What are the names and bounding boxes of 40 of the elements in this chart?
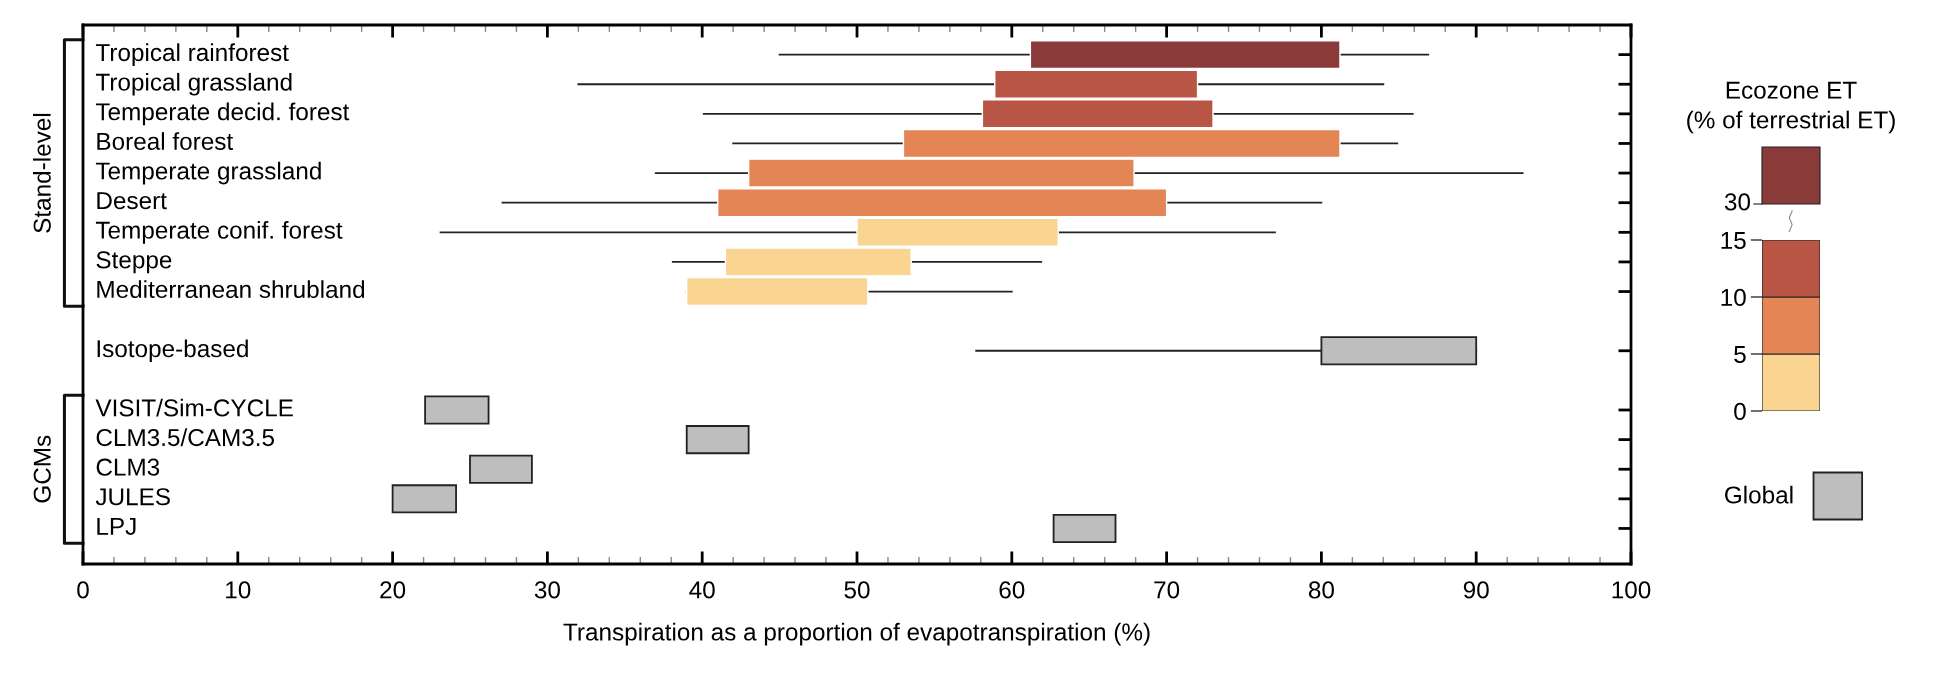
- x-tick-label: 100: [1612, 581, 1651, 599]
- y-tick-label: Temperate decid. forest: [95, 102, 350, 126]
- text: GCMs: [33, 435, 51, 503]
- x-tick-label: 30: [534, 581, 560, 599]
- chart-title: Ecozone ET (% of terrestrial ET): [1687, 81, 1895, 134]
- y-tick-label: Tropical grassland: [95, 72, 292, 96]
- y-tick-label: CLM3.5/CAM3.5: [96, 428, 275, 447]
- legend-label: Global: [1725, 485, 1793, 504]
- y-tick-label: 15: [1721, 232, 1746, 250]
- y-tick-label: 0: [1734, 402, 1746, 421]
- y-tick-label: Mediterranean shrubland: [97, 280, 365, 299]
- x-tick-label: 60: [999, 581, 1025, 599]
- bar: [391, 484, 457, 514]
- x-tick-label: 20: [380, 581, 406, 599]
- x-tick-label: 80: [1308, 581, 1334, 599]
- y-tick-label: Boreal forest: [97, 132, 233, 150]
- x-tick-label: 90: [1463, 581, 1489, 599]
- bar: [685, 425, 750, 455]
- y-tick-label: Isotope-based: [97, 339, 248, 363]
- x-axis-title: Transpiration as a proportion of evapotranspiration (%): [563, 622, 1150, 646]
- bar: [1052, 513, 1117, 543]
- y-tick-label: 5: [1734, 346, 1746, 364]
- x-tick-label: 0: [77, 581, 89, 599]
- y-tick-label: Temperate grassland: [95, 161, 321, 185]
- y-tick-label: Tropical rainforest: [95, 43, 289, 66]
- y-tick-label: Desert: [97, 192, 167, 210]
- text: 30: [1724, 193, 1751, 211]
- y-tick-label: VISIT/Sim-CYCLE: [95, 398, 293, 417]
- text: Stand-level: [32, 113, 51, 233]
- bar: [424, 395, 490, 425]
- bar: [469, 454, 533, 484]
- y-tick-label: Temperate conif. forest: [95, 220, 343, 244]
- y-tick-label: Steppe: [96, 251, 172, 274]
- y-tick-label: JULES: [95, 488, 170, 506]
- x-tick-label: 50: [844, 581, 870, 599]
- y-tick-label: LPJ: [97, 518, 136, 535]
- y-tick-label: 10: [1721, 288, 1746, 307]
- x-tick-label: 70: [1154, 581, 1180, 599]
- x-tick-label: 40: [689, 581, 715, 599]
- y-tick-label: CLM3: [96, 458, 160, 476]
